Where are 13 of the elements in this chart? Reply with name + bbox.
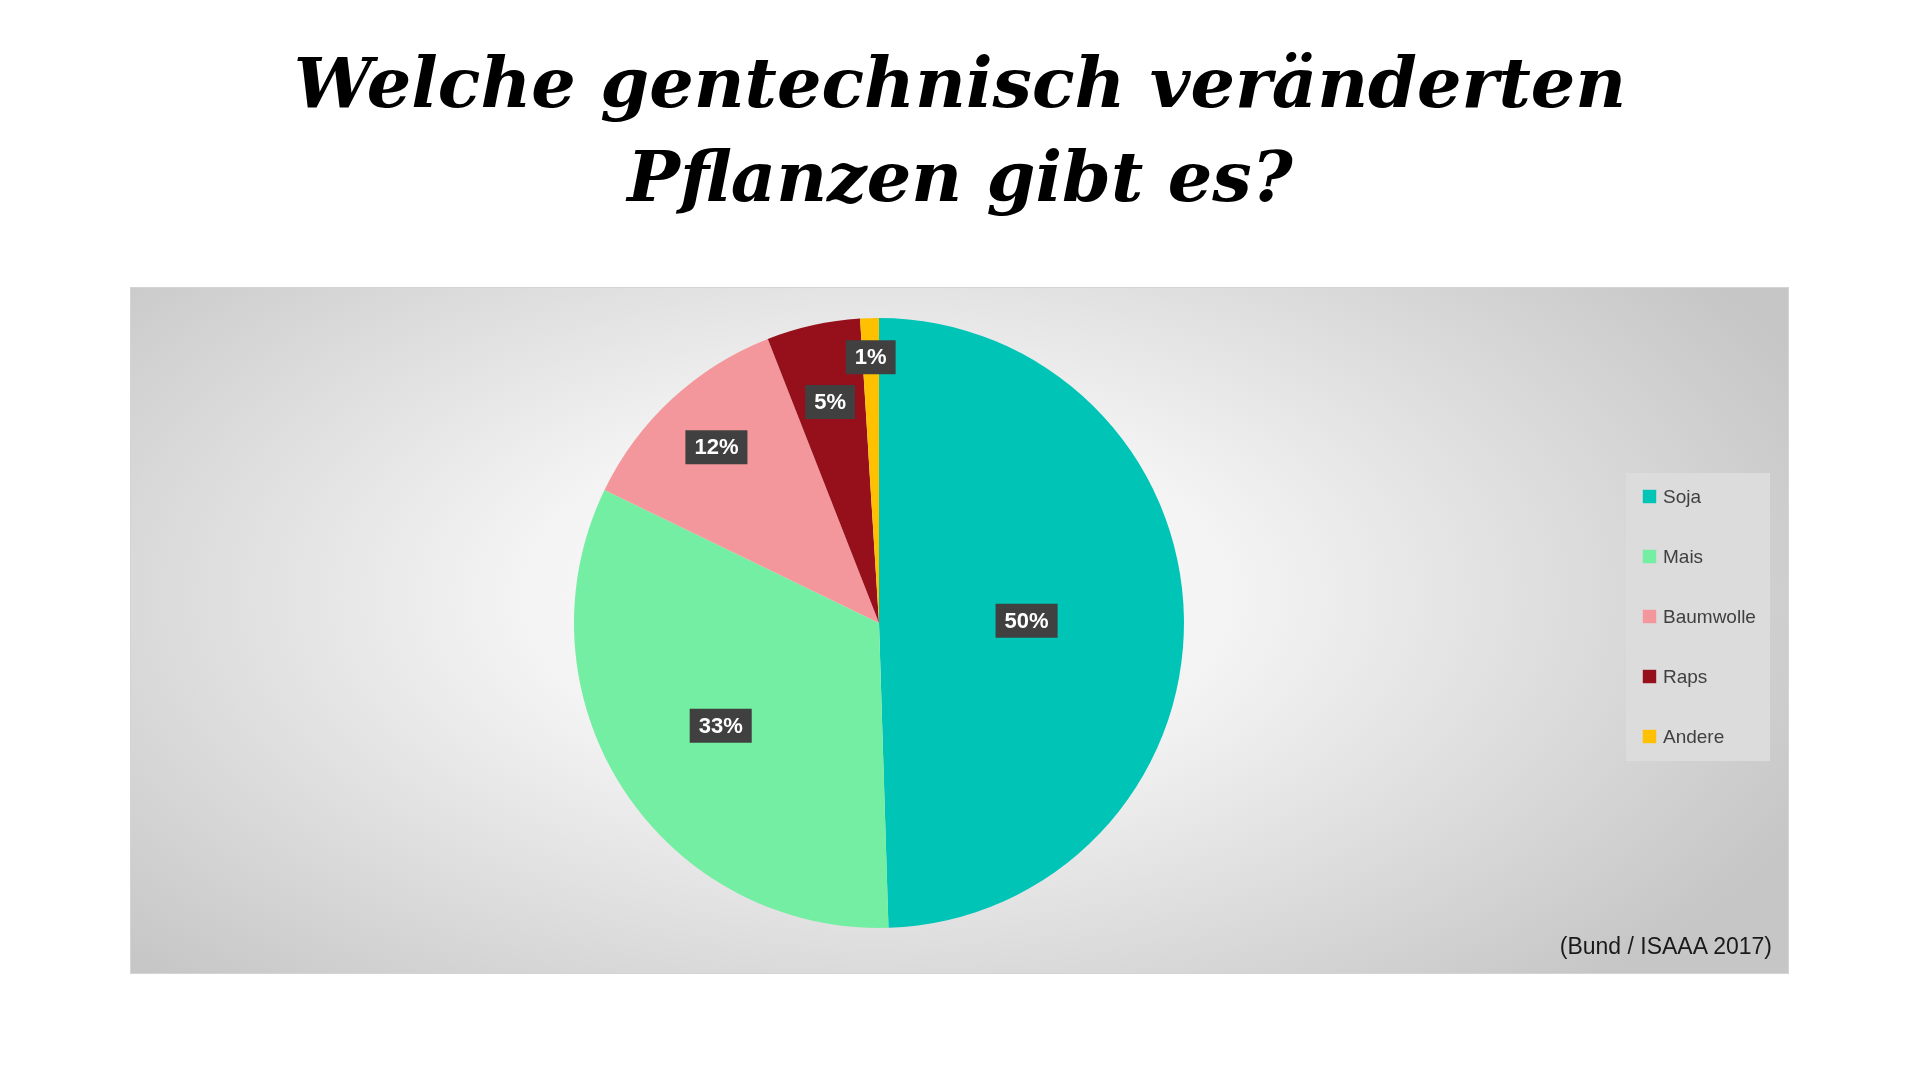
data-label: 1% <box>854 344 887 370</box>
legend-label: Soja <box>1663 485 1702 507</box>
data-label: 5% <box>814 389 847 415</box>
legend-label: Mais <box>1663 545 1704 567</box>
pie-slice <box>574 490 889 928</box>
data-label: 33% <box>698 712 743 738</box>
data-label: 12% <box>694 434 739 460</box>
data-label: 50% <box>1004 607 1049 633</box>
legend-label: Andere <box>1663 725 1725 747</box>
legend-label: Baumwolle <box>1663 605 1756 627</box>
chart-title: Welche gentechnisch veränderten Pflanzen gibt es? <box>292 40 1628 220</box>
legend-label: Raps <box>1663 665 1708 687</box>
text: (Bund / ISAAA 2017) <box>1559 933 1772 959</box>
